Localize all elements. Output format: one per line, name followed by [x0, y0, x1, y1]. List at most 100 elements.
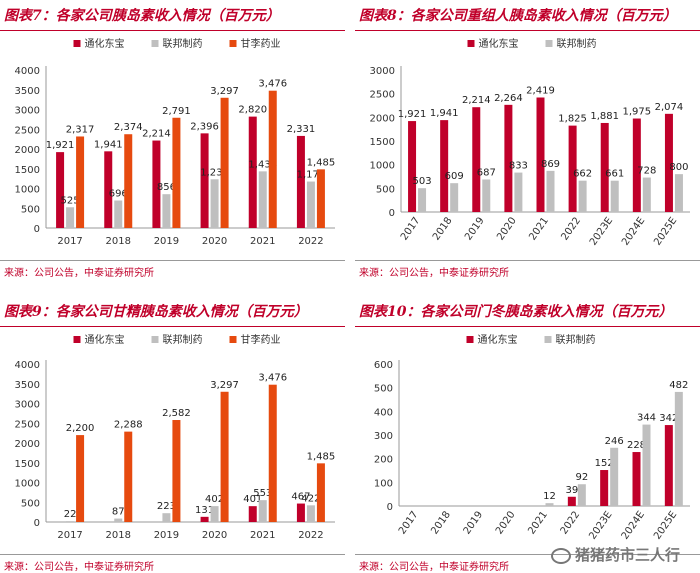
- data-label: 3,297: [210, 86, 239, 97]
- bar: [76, 435, 85, 522]
- x-tick-label: 2019: [462, 509, 486, 536]
- chart-8-svg: 通化东宝 联邦制药 0 500 1000 1500 2000 2500 3000 1,921 503…: [370, 37, 690, 248]
- x-tick-label: 2018: [429, 509, 453, 536]
- bar: [514, 172, 523, 212]
- bar: [114, 518, 123, 522]
- bar: [104, 151, 113, 228]
- legend-swatch: [466, 336, 474, 343]
- data-label: 12: [543, 491, 556, 502]
- y-tick-label: 100: [374, 478, 393, 489]
- data-label: 1,176: [297, 170, 326, 181]
- data-label: 525: [61, 195, 80, 206]
- y-tick-label: 2000: [370, 113, 395, 124]
- legend-label: 联邦制药: [163, 37, 203, 50]
- y-tick-label: 3000: [15, 106, 40, 117]
- x-tick-label: 2023E: [587, 509, 614, 541]
- data-label: 687: [477, 167, 496, 178]
- bar: [440, 120, 449, 212]
- data-label: 228: [627, 440, 646, 451]
- x-tick-label: 2017: [397, 509, 421, 536]
- y-tick-label: 3000: [15, 400, 40, 411]
- data-label: 1,975: [623, 107, 652, 118]
- data-label: 87: [112, 507, 125, 518]
- bar: [306, 181, 315, 228]
- x-tick-label: 2018: [106, 530, 131, 541]
- data-label: 1,941: [94, 139, 123, 150]
- bar: [296, 135, 305, 228]
- bar: [664, 425, 673, 506]
- data-label: 467: [291, 492, 310, 503]
- data-label: 3,476: [258, 373, 287, 384]
- bar: [200, 516, 209, 522]
- bar: [632, 452, 641, 506]
- bar: [316, 169, 325, 228]
- source-note: 来源：公司公告，中泰证券研究所: [4, 562, 154, 573]
- data-label: 2,396: [190, 121, 219, 132]
- bar: [482, 179, 491, 212]
- y-tick-label: 300: [374, 431, 393, 442]
- data-label: 2,419: [526, 86, 555, 97]
- chart-9-svg: 通化东宝 联邦制药 甘李药业 0 500 1000 1500 2000 2500 3000 3500…: [15, 333, 336, 541]
- source-note: 来源：公司公告，中泰证券研究所: [359, 268, 509, 279]
- bar: [408, 121, 417, 212]
- data-label: 1,921: [398, 109, 427, 120]
- watermark: 猪猪药市三人行: [550, 544, 680, 565]
- bar: [248, 116, 257, 228]
- data-label: 2,074: [655, 102, 684, 113]
- bar: [66, 521, 75, 522]
- bar: [545, 503, 554, 506]
- y-tick-label: 4000: [15, 360, 40, 371]
- y-tick-label: 3500: [15, 380, 40, 391]
- legend-label: 联邦制药: [557, 37, 597, 50]
- y-tick-label: 2500: [15, 125, 40, 136]
- bar: [200, 133, 209, 228]
- x-tick-label: 2018: [431, 215, 455, 242]
- chart-panel-7: 图表7：各家公司胰岛素收入情况（百万元） 通化东宝 联邦制药 甘李药业 0 500 100…: [0, 0, 345, 286]
- bar: [268, 90, 277, 228]
- y-tick-label: 1500: [15, 459, 40, 470]
- bar: [124, 134, 133, 228]
- legend-label: 通化东宝: [85, 37, 125, 50]
- bar: [296, 503, 305, 522]
- data-label: 2,200: [66, 423, 95, 434]
- bar: [642, 177, 651, 212]
- bar: [152, 140, 161, 228]
- data-label: 3,476: [258, 79, 287, 90]
- data-label: 661: [605, 169, 624, 180]
- x-tick-label: 2021: [250, 530, 275, 541]
- bar: [577, 484, 586, 506]
- bar: [172, 420, 181, 522]
- legend-label: 联邦制药: [556, 333, 596, 346]
- bar: [258, 500, 267, 522]
- data-label: 2,288: [114, 420, 143, 431]
- x-tick-label: 2024E: [620, 215, 647, 247]
- data-label: 39: [565, 485, 578, 496]
- bar: [258, 171, 267, 228]
- x-tick-label: 2025E: [652, 215, 679, 247]
- bar: [56, 152, 65, 228]
- y-tick-label: 3000: [370, 66, 395, 77]
- data-label: 344: [637, 413, 656, 424]
- y-tick-label: 1500: [15, 165, 40, 176]
- x-tick-label: 2021: [526, 509, 550, 536]
- bar: [162, 513, 171, 522]
- y-tick-label: 2500: [15, 419, 40, 430]
- legend-swatch: [151, 336, 159, 343]
- x-tick-label: 2023E: [588, 215, 615, 247]
- y-tick-label: 2000: [15, 439, 40, 450]
- data-label: 131: [195, 505, 214, 516]
- legend-label: 通化东宝: [478, 333, 518, 346]
- y-tick-label: 2500: [370, 90, 395, 101]
- x-tick-label: 2021: [250, 236, 275, 247]
- data-label: 1,825: [558, 114, 587, 125]
- chart-10-svg: 通化东宝 联邦制药 0 100 200 300 400 500 600 2017 2018 2019 2…: [374, 333, 690, 542]
- bar: [306, 505, 315, 522]
- legend-swatch: [229, 336, 237, 343]
- bar: [124, 431, 133, 522]
- chart-title: 图表8：各家公司重组人胰岛素收入情况（百万元）: [359, 8, 677, 24]
- y-tick-label: 1500: [370, 137, 395, 148]
- data-label: 342: [659, 413, 678, 424]
- data-label: 482: [669, 380, 688, 391]
- bar: [600, 470, 609, 506]
- data-label: 662: [573, 169, 592, 180]
